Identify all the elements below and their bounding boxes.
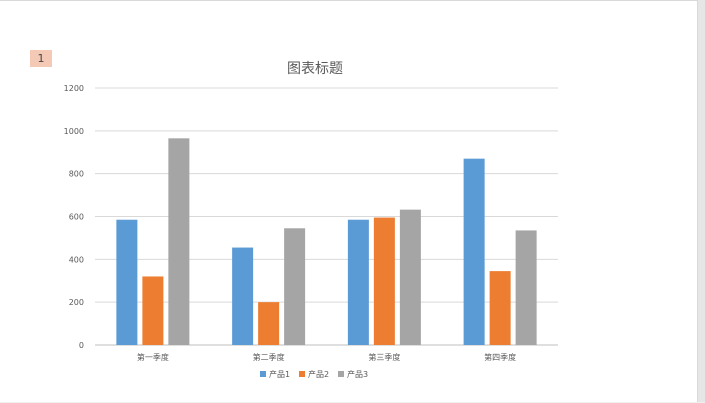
y-tick-label: 400 (69, 255, 84, 264)
legend-swatch-1 (260, 371, 266, 377)
legend-label-2: 产品2 (308, 369, 329, 379)
bar-1-3[interactable] (347, 219, 369, 345)
x-axis: 第一季度 第二季度 第三季度 第四季度 (137, 352, 516, 362)
window-edge (698, 0, 705, 402)
legend-label-3: 产品3 (347, 369, 368, 379)
bar-1-1[interactable] (116, 219, 138, 345)
bar-3-3[interactable] (399, 209, 421, 345)
y-axis: 0 200 400 600 800 1000 1200 (64, 84, 84, 350)
legend-label-1: 产品1 (269, 369, 290, 379)
y-tick-label: 0 (79, 341, 84, 350)
bar-2-2[interactable] (258, 302, 280, 345)
x-tick-label: 第一季度 (137, 352, 169, 362)
bar-2-3[interactable] (373, 217, 395, 345)
gridlines (95, 87, 558, 346)
bar-2-1[interactable] (142, 276, 164, 345)
legend[interactable]: 产品1 产品2 产品3 (260, 369, 368, 379)
bar-3-4[interactable] (515, 230, 537, 345)
bar-1-4[interactable] (463, 158, 485, 345)
y-tick-label: 1000 (64, 127, 84, 136)
chart-title: 图表标题 (287, 61, 343, 77)
bar-2-4[interactable] (489, 271, 511, 345)
x-tick-label: 第三季度 (368, 352, 400, 362)
y-tick-label: 1200 (64, 84, 84, 93)
legend-swatch-2 (299, 371, 305, 377)
legend-swatch-3 (338, 371, 344, 377)
x-tick-label: 第二季度 (253, 352, 285, 362)
y-tick-label: 600 (69, 213, 84, 222)
bar-3-2[interactable] (284, 228, 306, 345)
y-tick-label: 200 (69, 298, 84, 307)
bars (116, 138, 537, 345)
y-tick-label: 800 (69, 170, 84, 179)
slide-number-badge: 1 (30, 50, 52, 67)
bar-1-2[interactable] (232, 247, 254, 345)
x-tick-label: 第四季度 (484, 352, 516, 362)
bar-3-1[interactable] (168, 138, 190, 345)
